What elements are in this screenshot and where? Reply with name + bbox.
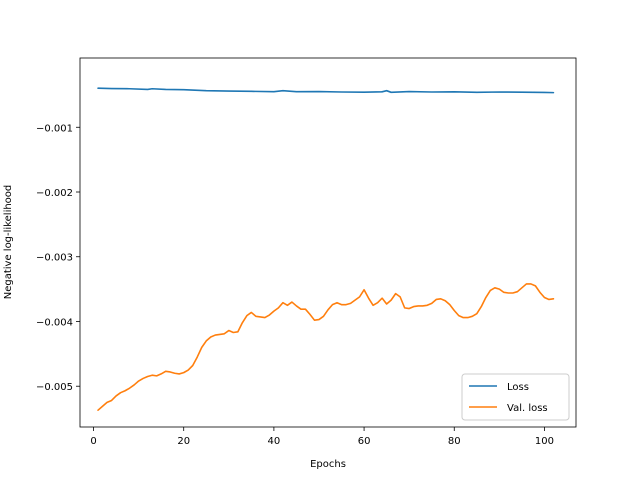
y-tick-label: −0.004 — [36, 317, 73, 328]
y-axis-ticks: −0.001 −0.002 −0.003 −0.004 −0.005 — [36, 123, 80, 393]
axes-background — [80, 58, 576, 427]
x-tick-label: 60 — [358, 436, 371, 447]
x-tick-label: 100 — [535, 436, 554, 447]
y-tick-label: −0.003 — [36, 253, 73, 264]
y-tick-label: −0.002 — [36, 188, 73, 199]
legend-label-val-loss: Val. loss — [507, 403, 548, 414]
axes-spines — [79, 57, 577, 428]
axes-frame — [79, 57, 577, 428]
x-tick-label: 0 — [90, 436, 96, 447]
x-tick-label: 80 — [448, 436, 461, 447]
legend-label-loss: Loss — [507, 382, 529, 393]
plot-area — [80, 58, 576, 427]
x-axis-label: Epochs — [310, 459, 346, 470]
x-axis-ticks: 0 20 40 60 80 100 — [90, 427, 554, 447]
lines-layer — [97, 87, 555, 411]
series-line-val-loss — [97, 283, 555, 411]
x-tick-label: 40 — [268, 436, 281, 447]
y-axis-label: Negative log-likelihood — [3, 185, 14, 300]
legend: Loss Val. loss — [461, 373, 570, 421]
series-line-loss — [97, 87, 555, 94]
y-tick-label: −0.005 — [36, 382, 73, 393]
x-tick-label: 20 — [177, 436, 190, 447]
y-tick-label: −0.001 — [36, 123, 73, 134]
